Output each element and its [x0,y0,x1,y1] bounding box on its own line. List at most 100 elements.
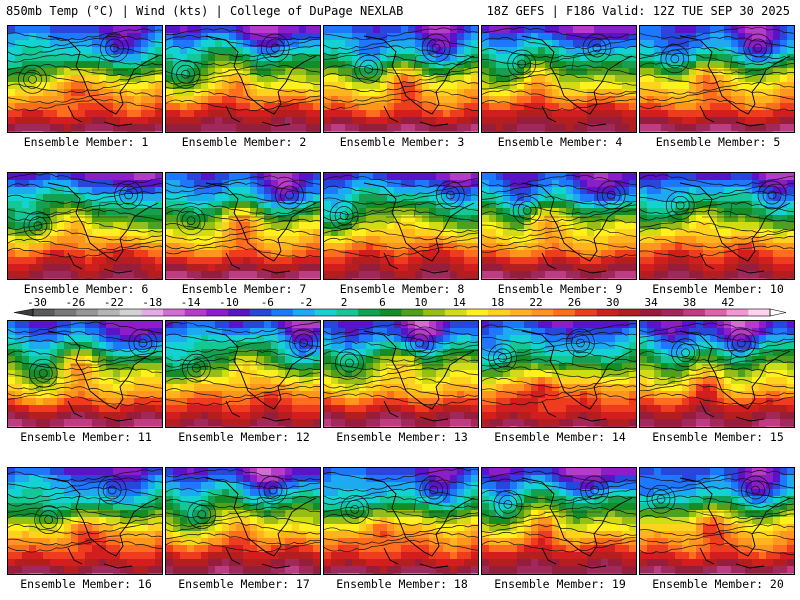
ensemble-member-map [7,25,163,133]
colorbar-tick-label: 10 [414,296,427,309]
temperature-field [324,173,478,279]
map-title: 850mb Temp (°C) | Wind (kts) | College o… [6,4,404,18]
colorbar-swatch [33,309,55,316]
ensemble-member-label: Ensemble Member: 18 [336,577,468,591]
colorbar-tick-label: 14 [453,296,467,309]
ensemble-member-map [639,172,795,280]
colorbar-tick-label: 18 [491,296,504,309]
colorbar-tick-label: 2 [341,296,348,309]
colorbar-tick-label: -14 [181,296,201,309]
colorbar-swatch [163,309,186,316]
colorbar-swatch [206,309,229,316]
colorbar-swatch [531,309,554,316]
ensemble-member-map [165,172,321,280]
colorbar-tick-label: 6 [379,296,386,309]
colorbar-swatch [119,309,142,316]
colorbar-swatch [466,309,489,316]
colorbar-tick-label: -2 [299,296,312,309]
ensemble-member-map [165,320,321,428]
colorbar-swatch [228,309,251,316]
ensemble-member-label: Ensemble Member: 13 [336,430,468,444]
colorbar-tick-label: 30 [606,296,619,309]
ensemble-member-label: Ensemble Member: 5 [655,135,781,149]
colorbar-swatch [488,309,511,316]
temperature-field [8,468,162,574]
colorbar-tick-label: -10 [219,296,239,309]
ensemble-member-map [7,467,163,575]
temperature-field [482,26,636,132]
temperature-field [166,468,320,574]
colorbar-swatch [639,309,662,316]
ensemble-member-label: Ensemble Member: 20 [652,577,784,591]
colorbar-tick-label: 22 [529,296,542,309]
colorbar-tick-label: -26 [65,296,85,309]
ensemble-member-map [481,172,637,280]
ensemble-member-map [639,25,795,133]
temperature-field [640,173,794,279]
ensemble-member-label: Ensemble Member: 12 [178,430,310,444]
colorbar-tick-label: -30 [27,296,47,309]
colorbar-max-arrow [769,308,787,317]
colorbar-swatch [293,309,316,316]
ensemble-member-label: Ensemble Member: 2 [181,135,307,149]
ensemble-member-label: Ensemble Member: 1 [23,135,149,149]
colorbar-swatch [596,309,619,316]
ensemble-member-map [639,320,795,428]
colorbar-swatch [661,309,684,316]
ensemble-member-label: Ensemble Member: 14 [494,430,626,444]
colorbar-tick-label: 34 [645,296,659,309]
ensemble-member-map [165,25,321,133]
colorbar-swatch [509,309,532,316]
temperature-field [324,468,478,574]
ensemble-member-label: Ensemble Member: 7 [181,282,307,296]
temperature-field [166,26,320,132]
colorbar-swatch [423,309,446,316]
colorbar-tick-label: 38 [683,296,696,309]
temperature-field [324,321,478,427]
colorbar-tick-label: -18 [142,296,162,309]
colorbar-swatch [184,309,207,316]
colorbar-swatch [271,309,294,316]
temperature-field [8,321,162,427]
colorbar-tick-label: -6 [261,296,274,309]
temperature-field [8,26,162,132]
colorbar-tick-label: 26 [568,296,581,309]
temperature-field [482,321,636,427]
temperature-field [640,321,794,427]
ensemble-member-map [165,467,321,575]
colorbar-swatch [553,309,576,316]
ensemble-member-label: Ensemble Member: 3 [339,135,465,149]
ensemble-member-label: Ensemble Member: 11 [20,430,152,444]
colorbar-swatch [401,309,424,316]
temperature-field [324,26,478,132]
ensemble-member-map [323,172,479,280]
colorbar-swatch [314,309,337,316]
ensemble-member-map [323,25,479,133]
ensemble-member-label: Ensemble Member: 8 [339,282,465,296]
colorbar-swatch [336,309,359,316]
colorbar-swatch [76,309,99,316]
colorbar-swatch [249,309,272,316]
colorbar-swatch [574,309,597,316]
ensemble-member-label: Ensemble Member: 19 [494,577,626,591]
temperature-field [166,321,320,427]
temperature-field [640,26,794,132]
ensemble-member-label: Ensemble Member: 4 [497,135,623,149]
ensemble-member-label: Ensemble Member: 10 [652,282,784,296]
temperature-field [640,468,794,574]
temperature-colorbar: -30 -26 -22 -18 -14 -10 -6 -2 2 6 10 14 18 22 26 30 34 38… [13,296,787,317]
ensemble-member-map [323,320,479,428]
temperature-field [166,173,320,279]
temperature-field [8,173,162,279]
temperature-field [482,173,636,279]
ensemble-member-map [323,467,479,575]
ensemble-member-map [481,467,637,575]
colorbar-swatch [379,309,402,316]
ensemble-member-label: Ensemble Member: 6 [23,282,149,296]
colorbar-swatch [141,309,164,316]
ensemble-member-map [481,25,637,133]
colorbar-swatch [98,309,121,316]
ensemble-member-label: Ensemble Member: 9 [497,282,623,296]
ensemble-member-map [481,320,637,428]
ensemble-member-map [7,320,163,428]
